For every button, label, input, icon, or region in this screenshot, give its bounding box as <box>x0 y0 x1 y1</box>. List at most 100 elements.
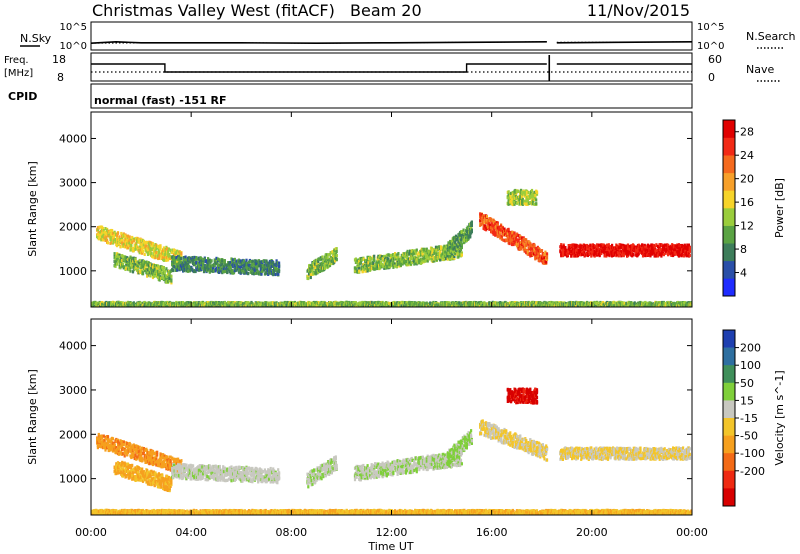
power-cell <box>141 272 145 276</box>
power-cell <box>517 200 520 204</box>
power-cell <box>113 256 116 260</box>
power-cell <box>207 259 210 263</box>
power-cell <box>251 259 254 263</box>
power-cell <box>479 219 482 223</box>
power-cell <box>193 255 196 260</box>
noise-series-search <box>90 41 547 44</box>
power-cell <box>465 233 468 237</box>
power-cell <box>362 262 365 266</box>
power-cell <box>418 258 421 262</box>
power-cell <box>415 248 418 252</box>
power-cell <box>138 251 141 255</box>
power-cell <box>156 266 159 270</box>
power-cell <box>328 263 332 267</box>
power-cell <box>153 273 156 277</box>
power-cell <box>372 261 375 265</box>
power-cell <box>208 261 211 266</box>
power-cell <box>122 243 125 247</box>
power-cell <box>581 251 584 255</box>
power-cell <box>688 250 691 254</box>
power-cell <box>485 218 488 222</box>
power-cell <box>175 256 178 260</box>
power-cell <box>633 246 636 250</box>
power-cell <box>534 193 537 197</box>
power-cell <box>181 264 184 268</box>
power-cell <box>184 255 187 259</box>
power-cell <box>320 261 323 265</box>
power-cell <box>202 264 206 268</box>
power-cell <box>512 236 515 240</box>
power-cell <box>229 260 232 265</box>
power-cell <box>252 262 256 266</box>
power-cell <box>121 262 125 266</box>
power-cell <box>677 250 680 254</box>
power-cell <box>560 243 563 247</box>
power-cell <box>140 267 143 272</box>
power-cell <box>399 261 402 265</box>
power-cell <box>400 259 403 263</box>
cpid-label: CPID <box>8 90 37 103</box>
power-cell <box>275 259 278 263</box>
power-cell <box>500 224 503 229</box>
power-cell <box>533 248 536 252</box>
power-cell <box>318 257 321 261</box>
power-cell <box>460 251 463 255</box>
power-cell <box>376 266 379 270</box>
power-cell <box>426 259 429 263</box>
power-cell <box>354 267 357 271</box>
power-cell <box>455 237 458 242</box>
power-cell <box>314 269 317 273</box>
power-cell <box>460 243 463 247</box>
power-cell <box>180 261 183 265</box>
power-cell <box>590 254 593 258</box>
power-cell <box>114 237 117 242</box>
power-cell <box>215 256 218 260</box>
power-cell <box>365 259 368 263</box>
power-cell <box>459 249 462 253</box>
power-cell <box>544 250 547 254</box>
power-cell <box>459 233 462 237</box>
power-cell <box>247 272 250 276</box>
beam-label: Beam 20 <box>350 1 422 20</box>
power-cell <box>598 253 601 257</box>
power-cell <box>369 259 372 263</box>
power-cell <box>358 266 361 270</box>
power-cell <box>448 243 451 247</box>
power-cell <box>524 246 527 250</box>
power-cell <box>176 262 179 266</box>
power-cell <box>358 259 361 264</box>
power-cell <box>147 264 150 268</box>
power-cell <box>541 257 544 261</box>
power-cell <box>248 267 251 271</box>
power-cell <box>515 236 518 240</box>
power-cell <box>160 269 163 273</box>
power-cell <box>194 258 197 262</box>
power-cell <box>545 256 549 260</box>
power-cell <box>314 265 317 269</box>
power-cell <box>196 257 199 261</box>
power-cell <box>232 271 236 275</box>
power-cell <box>496 223 499 227</box>
power-cell <box>130 238 133 242</box>
power-cell <box>602 248 605 253</box>
power-cell <box>242 261 245 265</box>
power-cell <box>205 259 208 263</box>
power-cell <box>157 248 160 252</box>
power-cell <box>155 274 158 278</box>
power-cell <box>165 267 168 271</box>
power-cell <box>648 246 651 250</box>
power-cell <box>561 254 564 258</box>
power-cell <box>101 232 104 236</box>
power-cell <box>418 261 421 265</box>
power-cell <box>200 257 203 261</box>
power-cell <box>276 267 279 271</box>
power-cell <box>273 268 276 272</box>
power-cell <box>603 254 606 258</box>
power-cell <box>445 245 448 249</box>
power-cell <box>423 248 426 252</box>
power-cell <box>535 252 539 256</box>
power-cell <box>99 232 102 237</box>
power-cell <box>118 255 121 259</box>
power-cell <box>131 265 134 269</box>
power-cell <box>622 254 625 258</box>
